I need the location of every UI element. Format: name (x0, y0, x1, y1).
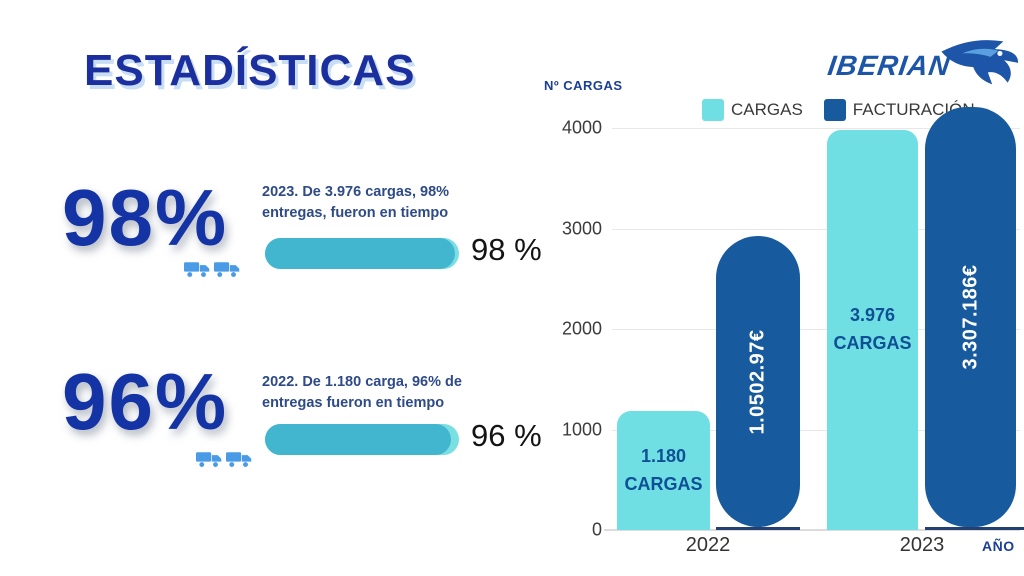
truck-icon (214, 260, 240, 284)
y-tick-label: 2000 (561, 318, 602, 339)
x-tick-label-2022: 2022 (685, 534, 731, 556)
x-axis-line (604, 529, 1020, 531)
gridline-4000 (612, 128, 1020, 129)
eagle-icon (938, 30, 1024, 99)
truck-icon (226, 450, 252, 474)
bar-base-shadow (925, 527, 1024, 530)
stat-block-2022: 96% 2022. De 1.180 carga, 96% de entrega… (0, 356, 560, 556)
truck-icons (196, 450, 252, 474)
progress-bar-96 (265, 424, 459, 455)
bar-value-label: 1.0502.97€ (746, 328, 769, 435)
plot-area: 1.180 CARGAS 1.0502.97€ 3.976 CARGAS 3.307.… (604, 107, 1024, 556)
stat-value: 96% (62, 357, 229, 446)
page-title: ESTADÍSTICAS (84, 46, 416, 95)
stat-description: 2022. De 1.180 carga, 96% de entregas fu… (262, 374, 462, 412)
progress-fill (265, 238, 456, 269)
bar-value-label: 3.307.186€ (959, 264, 981, 370)
y-tick-label: 0 (591, 519, 602, 540)
bar-cargas-2023: 3.976 CARGAS (827, 130, 918, 530)
progress-bar-98 (265, 238, 459, 269)
brand-logo: IBERIAN (826, 30, 1020, 98)
gridline-2000 (612, 329, 1020, 330)
stat-value: 98% (62, 173, 229, 262)
bar-cargas-2022: 1.180 CARGAS (617, 411, 710, 530)
bar-facturación-2023: 3.307.186€ (925, 107, 1016, 527)
y-tick-label: 4000 (561, 117, 602, 138)
stat-block-2023: 98% 2023. De 3.976 cargas, 98% entregas,… (0, 172, 560, 372)
truck-icon (184, 260, 210, 284)
bar-value-label: 3.976 CARGAS (833, 305, 912, 353)
x-tick-label-2023: 2023 (899, 534, 945, 556)
x-axis-title: AÑO (982, 538, 1015, 554)
stat-description: 2023. De 3.976 cargas, 98% entregas, fue… (262, 184, 450, 222)
y-axis-ticks: 0 1000 2000 3000 4000 (538, 118, 602, 540)
truck-icons (184, 260, 240, 284)
y-tick-label: 1000 (561, 419, 602, 439)
legend-label-cargas: CARGAS (731, 100, 803, 119)
bar-value-label: 1.180 CARGAS (624, 445, 703, 494)
progress-percent-label: 98 % (471, 232, 542, 267)
progress-fill (265, 424, 452, 455)
bar-base-shadow (716, 527, 800, 530)
gridline-1000 (612, 429, 1020, 431)
legend-swatch-facturacion (823, 99, 846, 121)
bar-facturación-2022: 1.0502.97€ (716, 236, 800, 527)
progress-percent-label: 96 % (471, 418, 542, 453)
truck-icon (196, 450, 222, 474)
y-tick-label: 3000 (561, 218, 602, 238)
gridline-3000 (612, 228, 1020, 230)
y-axis-title: Nº CARGAS (544, 78, 623, 93)
legend-swatch-cargas (702, 99, 724, 121)
